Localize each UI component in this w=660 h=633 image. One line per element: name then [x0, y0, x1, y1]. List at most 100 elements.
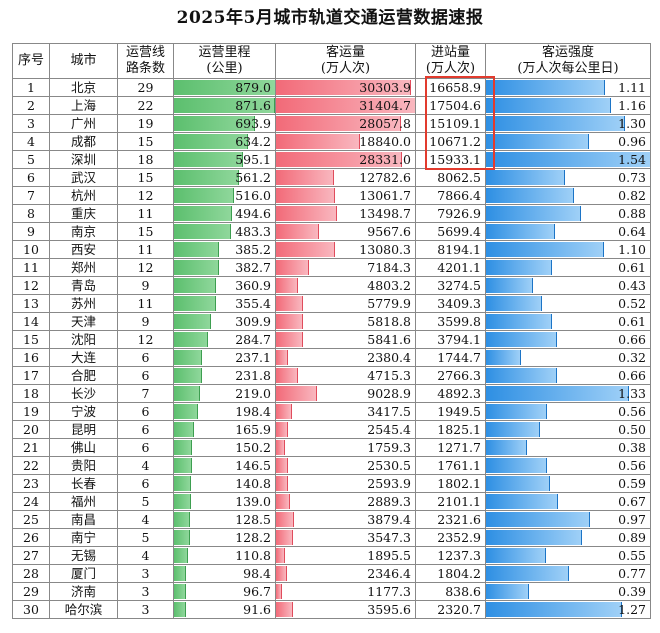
- intensity-value: 0.56: [618, 458, 646, 473]
- ridership-bar: [276, 314, 303, 329]
- intensity-bar: [486, 116, 626, 131]
- cell-intensity: 1.30: [485, 114, 651, 133]
- mileage-value: 385.2: [235, 242, 271, 257]
- cell-entries: 838.6: [415, 582, 486, 601]
- ridership-bar: [276, 602, 293, 617]
- mileage-bar: [174, 278, 217, 293]
- table-row: 13 苏州 11 355.4 5779.9 3409.3 0.52: [12, 294, 651, 313]
- mileage-value: 360.9: [235, 278, 271, 293]
- cell-intensity: 0.43: [485, 276, 651, 295]
- cell-ridership: 31404.7: [275, 96, 416, 115]
- cell-lines: 7: [117, 384, 174, 403]
- intensity-bar: [486, 476, 550, 491]
- cell-entries: 15109.1: [415, 114, 486, 133]
- intensity-bar: [486, 332, 558, 347]
- cell-city: 合肥: [49, 366, 118, 385]
- cell-ridership: 3417.5: [275, 402, 416, 421]
- entries-value: 16658.9: [429, 80, 481, 95]
- mileage-value: 139.0: [235, 494, 271, 509]
- cell-mileage: 284.7: [173, 330, 276, 349]
- cell-seq: 25: [12, 510, 50, 529]
- table-row: 30 哈尔滨 3 91.6 3595.6 2320.7 1.27: [12, 600, 651, 619]
- table-row: 6 武汉 15 561.2 12782.6 8062.5 0.73: [12, 168, 651, 187]
- ridership-value: 3417.5: [367, 404, 411, 419]
- mileage-bar: [174, 602, 186, 617]
- cell-mileage: 140.8: [173, 474, 276, 493]
- entries-value: 15109.1: [429, 116, 481, 131]
- mileage-value: 871.6: [235, 98, 271, 113]
- intensity-value: 0.66: [618, 332, 646, 347]
- ridership-bar: [276, 242, 335, 257]
- mileage-value: 146.5: [235, 458, 271, 473]
- cell-ridership: 28057.8: [275, 114, 416, 133]
- ridership-bar: [276, 206, 337, 221]
- cell-mileage: 128.2: [173, 528, 276, 547]
- mileage-bar: [174, 458, 192, 473]
- entries-value: 7926.9: [437, 206, 481, 221]
- table-row: 1 北京 29 879.0 30303.9 16658.9 1.11: [12, 78, 651, 97]
- table-row: 2 上海 22 871.6 31404.7 17504.6 1.16: [12, 96, 651, 115]
- cell-mileage: 139.0: [173, 492, 276, 511]
- cell-seq: 27: [12, 546, 50, 565]
- cell-lines: 12: [117, 330, 174, 349]
- cell-mileage: 146.5: [173, 456, 276, 475]
- intensity-value: 1.16: [618, 98, 646, 113]
- intensity-bar: [486, 566, 569, 581]
- table-row: 19 宁波 6 198.4 3417.5 1949.5 0.56: [12, 402, 651, 421]
- table-row: 8 重庆 11 494.6 13498.7 7926.9 0.88: [12, 204, 651, 223]
- cell-city: 重庆: [49, 204, 118, 223]
- ridership-bar: [276, 152, 403, 167]
- entries-value: 1271.7: [437, 440, 481, 455]
- mileage-bar: [174, 548, 188, 563]
- intensity-bar: [486, 494, 559, 509]
- table-row: 23 长春 6 140.8 2593.9 1802.1 0.59: [12, 474, 651, 493]
- cell-intensity: 0.50: [485, 420, 651, 439]
- ridership-value: 5779.9: [367, 296, 411, 311]
- intensity-bar: [486, 404, 547, 419]
- ridership-table: 序号 城市 运营线 路条数 运营里程 (公里) 客运量 (万人次) 进站量 (万人次) …: [12, 43, 651, 619]
- ridership-value: 9567.6: [367, 224, 411, 239]
- entries-value: 3794.1: [437, 332, 481, 347]
- cell-city: 南昌: [49, 510, 118, 529]
- cell-intensity: 0.61: [485, 258, 651, 277]
- cell-city: 广州: [49, 114, 118, 133]
- mileage-bar: [174, 566, 187, 581]
- cell-mileage: 98.4: [173, 564, 276, 583]
- cell-ridership: 4715.3: [275, 366, 416, 385]
- mileage-value: 516.0: [235, 188, 271, 203]
- intensity-bar: [486, 350, 522, 365]
- cell-intensity: 0.59: [485, 474, 651, 493]
- cell-ridership: 13061.7: [275, 186, 416, 205]
- intensity-bar: [486, 512, 591, 527]
- intensity-bar: [486, 440, 528, 455]
- table-row: 3 广州 19 693.9 28057.8 15109.1 1.30: [12, 114, 651, 133]
- cell-seq: 10: [12, 240, 50, 259]
- cell-intensity: 0.64: [485, 222, 651, 241]
- cell-seq: 18: [12, 384, 50, 403]
- cell-city: 武汉: [49, 168, 118, 187]
- mileage-bar: [174, 314, 211, 329]
- ridership-bar: [276, 80, 412, 95]
- cell-lines: 11: [117, 294, 174, 313]
- cell-entries: 3794.1: [415, 330, 486, 349]
- cell-intensity: 0.66: [485, 366, 651, 385]
- intensity-value: 0.39: [618, 584, 646, 599]
- entries-value: 17504.6: [429, 98, 481, 113]
- cell-mileage: 634.2: [173, 132, 276, 151]
- cell-seq: 30: [12, 600, 50, 619]
- cell-city: 天津: [49, 312, 118, 331]
- cell-intensity: 0.89: [485, 528, 651, 547]
- cell-mileage: 516.0: [173, 186, 276, 205]
- ridership-bar: [276, 404, 293, 419]
- cell-intensity: 0.61: [485, 312, 651, 331]
- mileage-value: 561.2: [235, 170, 271, 185]
- mileage-bar: [174, 296, 216, 311]
- cell-ridership: 13080.3: [275, 240, 416, 259]
- intensity-bar: [486, 278, 533, 293]
- mileage-value: 150.2: [235, 440, 271, 455]
- cell-city: 济南: [49, 582, 118, 601]
- intensity-bar: [486, 188, 575, 203]
- cell-seq: 22: [12, 456, 50, 475]
- ridership-bar: [276, 530, 293, 545]
- mileage-value: 128.5: [235, 512, 271, 527]
